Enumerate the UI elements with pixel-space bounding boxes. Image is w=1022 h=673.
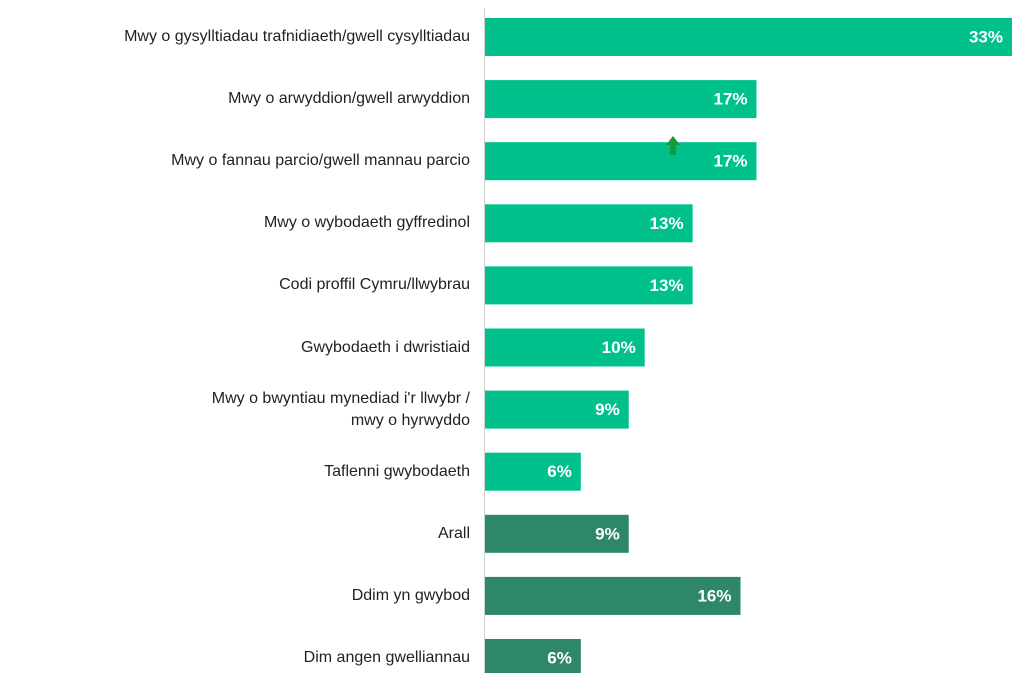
bar bbox=[485, 576, 741, 615]
value-label: 33% bbox=[969, 27, 1003, 46]
category-label: Taflenni gwybodaeth bbox=[324, 462, 470, 480]
bar bbox=[485, 204, 693, 243]
bar bbox=[485, 639, 581, 673]
bar bbox=[485, 452, 581, 491]
value-label: 13% bbox=[650, 214, 684, 233]
category-label: Dim angen gwelliannau bbox=[303, 649, 470, 666]
bar bbox=[485, 18, 1012, 56]
category-label: Ddim yn gwybod bbox=[351, 586, 470, 604]
bar bbox=[485, 80, 757, 119]
category-label: Gwybodaeth i dwristiaid bbox=[301, 338, 470, 356]
value-label: 9% bbox=[595, 524, 620, 543]
bar bbox=[485, 266, 693, 305]
value-label: 17% bbox=[713, 90, 747, 109]
bar bbox=[485, 328, 645, 367]
value-label: 10% bbox=[602, 338, 636, 357]
category-label: Mwy o gysylltiadau trafnidiaeth/gwell cy… bbox=[124, 28, 470, 45]
category-label: Mwy o arwyddion/gwell arwyddion bbox=[228, 90, 470, 108]
category-label: Codi proffil Cymru/llwybrau bbox=[279, 276, 470, 294]
value-label: 17% bbox=[713, 152, 747, 171]
category-label: Mwy o wybodaeth gyffredinol bbox=[263, 214, 470, 232]
bar bbox=[485, 390, 629, 429]
category-label: Mwy o bwyntiau mynediad i'r llwybr / mwy… bbox=[211, 389, 470, 429]
up-arrow-icon bbox=[666, 136, 680, 155]
category-label: Mwy o fannau parcio/gwell mannau parcio bbox=[171, 152, 470, 170]
value-label: 6% bbox=[547, 462, 572, 481]
category-label: Arall bbox=[437, 524, 470, 542]
value-label: 13% bbox=[650, 276, 684, 295]
bar bbox=[485, 514, 629, 553]
value-label: 9% bbox=[595, 400, 620, 419]
value-label: 16% bbox=[697, 586, 731, 605]
value-label: 6% bbox=[547, 648, 572, 667]
bar bbox=[485, 142, 757, 181]
